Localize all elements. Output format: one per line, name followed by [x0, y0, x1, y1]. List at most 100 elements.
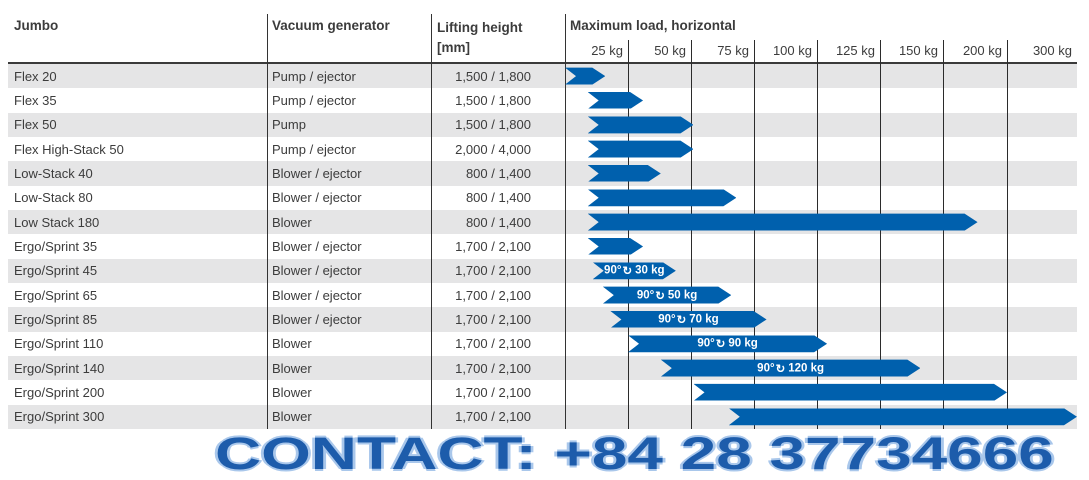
model-cell: Low Stack 180 [14, 214, 100, 230]
lifting-height-cell: 800 / 1,400 [465, 214, 531, 230]
generator-cell: Pump / ejector [272, 141, 356, 157]
lifting-height-cell: 1,500 / 1,800 [455, 92, 531, 108]
rotation-angle-label: 90° [658, 313, 676, 326]
model-cell: Ergo/Sprint 140 [14, 360, 105, 376]
table-row: Ergo/Sprint 85 Blower / ejector 1,700 / 2,… [8, 307, 1077, 332]
generator-cell: Blower / ejector [272, 238, 362, 254]
model-cell: Ergo/Sprint 35 [14, 238, 98, 254]
model-cell: Flex 20 [14, 68, 57, 84]
lifting-height-cell: 1,500 / 1,800 [455, 117, 531, 133]
row-chart-area: 90° ↻ 120 kg [565, 356, 1077, 380]
row-chart-area [565, 380, 1077, 404]
axis-tick-label: 50 kg [654, 43, 686, 58]
table-row: Flex High-Stack 50 Pump / ejector 2,000 / … [8, 137, 1077, 161]
load-bar: 90° ↻ 70 kg [610, 311, 766, 328]
lifting-height-title: Lifting height [437, 20, 523, 35]
lifting-height-cell: 1,500 / 1,800 [455, 68, 531, 84]
rotate-90-icon: ↻ [655, 290, 665, 303]
table-row: Ergo/Sprint 200 Blower 1,700 / 2,100 [8, 380, 1077, 404]
load-bar [694, 384, 1008, 401]
table-row: Ergo/Sprint 300 Blower 1,700 / 2,100 [8, 404, 1077, 429]
row-chart-area: 90° ↻ 50 kg [565, 283, 1077, 307]
generator-cell: Blower [272, 336, 312, 352]
model-cell: Ergo/Sprint 200 [14, 384, 105, 400]
model-cell: Ergo/Sprint 110 [14, 336, 104, 352]
rotate-90-icon: ↻ [676, 314, 687, 327]
chart-title: Maximum load, horizontal [570, 18, 736, 33]
row-chart-area [565, 88, 1077, 112]
lifting-height-cell: 1,700 / 2,100 [455, 287, 531, 303]
generator-cell: Blower [272, 409, 312, 425]
axis-tick-label: 25 kg [591, 43, 623, 58]
load-bar [588, 141, 694, 158]
load-bar [588, 116, 694, 133]
column-header-vacuum-generator: Vacuum generator [272, 18, 390, 33]
model-cell: Ergo/Sprint 45 [14, 263, 98, 279]
model-cell: Ergo/Sprint 65 [14, 287, 98, 303]
rotation-angle-label: 90° [604, 264, 622, 277]
row-chart-area [565, 113, 1077, 137]
lifting-height-cell: 1,700 / 2,100 [455, 311, 531, 327]
row-chart-area [565, 234, 1077, 258]
axis-tick-label: 75 kg [717, 43, 749, 58]
lifting-height-cell: 1,700 / 2,100 [455, 238, 531, 254]
generator-cell: Blower / ejector [272, 165, 362, 181]
model-cell: Low-Stack 40 [14, 165, 93, 181]
model-cell: Ergo/Sprint 300 [14, 409, 105, 425]
generator-cell: Blower / ejector [272, 263, 362, 279]
lifting-height-cell: 1,700 / 2,100 [455, 360, 531, 376]
row-chart-area [565, 137, 1077, 161]
load-bar [588, 189, 737, 206]
table-body: Flex 20 Pump / ejector 1,500 / 1,800 Flex 3… [8, 64, 1077, 429]
table-row: Ergo/Sprint 110 Blower 1,700 / 2,100 90° ↻ 90… [8, 332, 1077, 356]
model-cell: Flex 50 [14, 117, 57, 133]
axis-tick-label: 150 kg [898, 43, 938, 58]
generator-cell: Blower / ejector [272, 190, 362, 206]
rotate-90-icon: ↻ [622, 265, 633, 278]
table-row: Low-Stack 80 Blower / ejector 800 / 1,400 [8, 186, 1077, 210]
rotate-90-icon: ↻ [775, 363, 786, 376]
generator-cell: Blower [272, 384, 312, 400]
generator-cell: Blower [272, 214, 312, 230]
lifting-height-cell: 2,000 / 4,000 [455, 141, 531, 157]
row-chart-area [565, 64, 1077, 88]
generator-cell: Blower / ejector [272, 311, 362, 327]
row-chart-area [565, 405, 1077, 429]
table-row: Flex 50 Pump 1,500 / 1,800 [8, 112, 1077, 137]
rotated-load-label: 30 kg [635, 264, 665, 277]
load-bar [588, 214, 978, 231]
generator-cell: Blower / ejector [272, 287, 362, 303]
generator-cell: Pump / ejector [272, 92, 356, 108]
chart-axis-ticks: 25 kg 50 kg 75 kg 100 kg 125 kg 150 kg 200 kg 3… [565, 42, 1077, 62]
lifting-height-unit: [mm] [437, 40, 470, 55]
contact-text: CONTACT: +84 28 37734666 [215, 428, 1054, 479]
row-chart-area: 90° ↻ 30 kg [565, 259, 1077, 283]
lifting-height-cell: 1,700 / 2,100 [455, 409, 531, 425]
load-bar: 90° ↻ 50 kg [603, 287, 732, 304]
rotation-angle-label: 90° [636, 289, 655, 302]
load-bar [588, 238, 643, 255]
lifting-height-cell: 800 / 1,400 [465, 190, 531, 206]
row-chart-area [565, 161, 1077, 185]
row-chart-area: 90° ↻ 70 kg [565, 307, 1077, 331]
row-chart-area [565, 186, 1077, 210]
load-bar [588, 92, 643, 109]
model-cell: Ergo/Sprint 85 [14, 311, 98, 327]
axis-tick-label: 300 kg [1032, 43, 1072, 58]
rotated-load-label: 120 kg [788, 362, 825, 375]
rotated-load-label: 50 kg [667, 289, 698, 302]
lifting-height-cell: 800 / 1,400 [465, 165, 531, 181]
axis-tick-label: 100 kg [772, 43, 812, 58]
rotate-90-icon: ↻ [715, 338, 726, 351]
table-row: Ergo/Sprint 35 Blower / ejector 1,700 / 2,… [8, 234, 1077, 258]
table-row: Low-Stack 40 Blower / ejector 800 / 1,400 [8, 161, 1077, 186]
model-cell: Low-Stack 80 [14, 190, 93, 206]
table-row: Flex 20 Pump / ejector 1,500 / 1,800 [8, 64, 1077, 89]
load-bar [729, 408, 1077, 425]
generator-cell: Blower [272, 360, 312, 376]
chart-header: Maximum load, horizontal 25 kg 50 kg 75 kg… [565, 14, 1077, 62]
row-chart-area [565, 210, 1077, 234]
load-bar [588, 165, 661, 182]
load-bar: 90° ↻ 120 kg [661, 360, 921, 377]
